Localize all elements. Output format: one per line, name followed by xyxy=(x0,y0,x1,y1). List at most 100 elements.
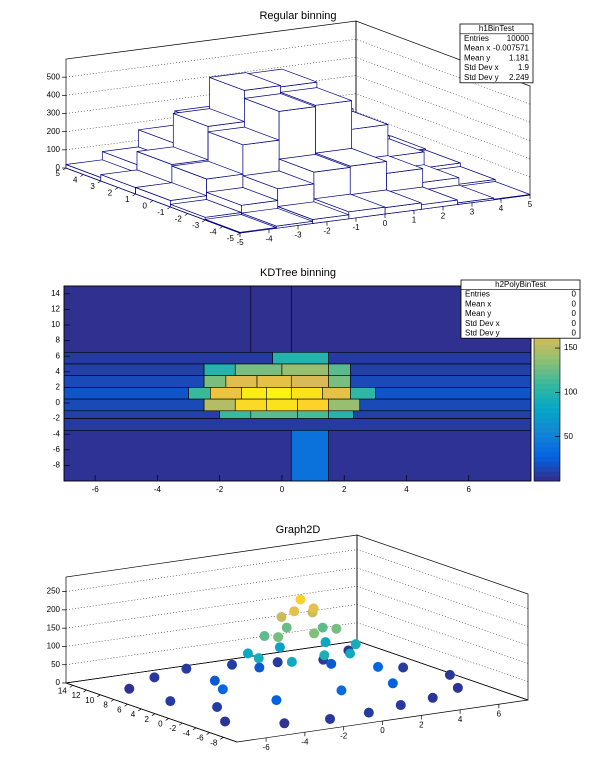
y-tick-label: 8 xyxy=(56,336,61,345)
x-tick-label: 4 xyxy=(499,204,504,213)
z-tick-label: 250 xyxy=(47,587,61,596)
y-tick xyxy=(184,213,188,216)
x-tick-label: 4 xyxy=(404,485,409,494)
poly-bin xyxy=(63,375,205,388)
poly-bin xyxy=(328,410,354,419)
x-tick-label: -4 xyxy=(265,234,273,243)
z-tick-label: 0 xyxy=(56,163,61,172)
palette-step xyxy=(534,442,560,448)
plot-frame xyxy=(63,285,532,482)
point xyxy=(325,713,336,724)
z-tick-label: 100 xyxy=(47,145,61,154)
y-tick xyxy=(192,727,197,731)
poly-bin xyxy=(290,375,329,388)
x-tick-label: 2 xyxy=(419,721,424,730)
stats-title: h1BinTest xyxy=(479,24,515,33)
z-tick-label: 50 xyxy=(564,432,573,441)
poly-bin xyxy=(375,387,532,400)
point xyxy=(317,622,328,633)
y-tick-label: -2 xyxy=(169,724,177,733)
point xyxy=(350,639,361,650)
y-tick-label: 2 xyxy=(108,189,113,198)
stats-label: Mean x xyxy=(465,299,491,308)
stats-label: Mean x xyxy=(464,44,490,53)
stats-value: 0 xyxy=(572,290,577,299)
y-tick-label: -8 xyxy=(53,461,61,470)
stats-label: Std Dev x xyxy=(464,63,499,72)
y-tick xyxy=(97,180,101,184)
chart-title: KDTree binning xyxy=(260,267,336,279)
y-tick xyxy=(167,206,171,210)
x-tick-label: -2 xyxy=(340,732,348,741)
poly-bin xyxy=(322,387,351,400)
poly-bin xyxy=(350,375,532,388)
palette-step xyxy=(534,349,560,355)
palette-step xyxy=(534,398,560,404)
poly-bin xyxy=(266,398,298,412)
chart-title: Graph2D xyxy=(276,524,321,536)
y-tick-label: -6 xyxy=(197,734,205,743)
y-tick-label: 10 xyxy=(51,320,60,329)
palette-step xyxy=(534,422,560,428)
y-tick-label: 2 xyxy=(144,715,149,724)
z-tick-label: 100 xyxy=(564,387,578,396)
point xyxy=(242,648,253,659)
x-tick-label: 6 xyxy=(497,709,502,718)
point xyxy=(289,606,300,617)
y-tick xyxy=(97,694,101,698)
x-tick-label: 4 xyxy=(458,715,463,724)
x-tick-label: -3 xyxy=(294,231,302,240)
palette-step xyxy=(534,364,560,370)
palette-step xyxy=(534,456,560,462)
point xyxy=(217,684,228,695)
stats-value: 0 xyxy=(572,299,577,308)
z-tick-label: 400 xyxy=(47,90,61,99)
palette-step xyxy=(534,359,560,365)
palette-step xyxy=(534,466,560,472)
stats-value: 1.181 xyxy=(509,53,530,62)
z-tick-label: 300 xyxy=(47,109,61,118)
palette-step xyxy=(534,344,560,350)
x-tick-label: 6 xyxy=(467,485,472,494)
poly-bin xyxy=(281,363,329,376)
x-tick-label: 2 xyxy=(342,485,347,494)
x-tick-label: -4 xyxy=(154,485,162,494)
grid-line xyxy=(65,604,529,664)
stats-value: 0 xyxy=(572,309,577,318)
stats-label: Entries xyxy=(465,290,490,299)
y-tick xyxy=(138,708,142,712)
stats-label: Std Dev y xyxy=(465,328,500,337)
x-tick-label: 0 xyxy=(280,485,285,494)
poly-bin xyxy=(266,387,292,400)
bar-top-face xyxy=(173,108,245,127)
y-tick xyxy=(179,722,183,726)
poly-bin xyxy=(234,363,283,376)
poly-bin xyxy=(290,429,329,482)
point xyxy=(271,695,282,706)
y-tick-label: 4 xyxy=(73,176,78,185)
y-tick-label: -4 xyxy=(53,429,61,438)
poly-bin xyxy=(63,418,532,431)
poly-bin xyxy=(328,351,532,365)
y-tick xyxy=(149,200,154,203)
poly-bin xyxy=(241,387,267,400)
y-tick-label: -8 xyxy=(210,738,218,747)
poly-bin xyxy=(272,351,329,365)
point xyxy=(444,669,455,680)
z-tick-label: 200 xyxy=(47,127,61,136)
poly-bin xyxy=(328,398,361,412)
point xyxy=(373,661,384,672)
point xyxy=(279,718,290,729)
point xyxy=(254,662,265,673)
poly-bin xyxy=(188,387,211,400)
grid-line xyxy=(65,549,529,609)
palette-step xyxy=(534,417,560,423)
point xyxy=(272,657,283,668)
bar-top-face xyxy=(277,201,349,220)
point xyxy=(165,696,176,707)
z-tick-label: 500 xyxy=(47,72,61,81)
y-tick-label: -5 xyxy=(227,234,235,243)
x-tick-label: -6 xyxy=(263,743,271,752)
point xyxy=(220,716,231,727)
